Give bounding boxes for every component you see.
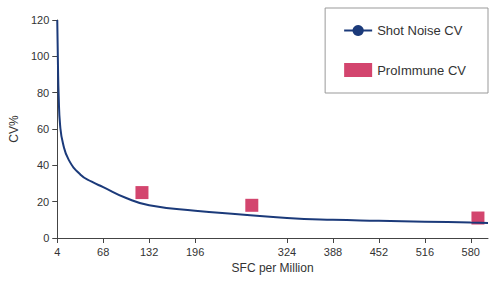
svg-text:Shot Noise CV: Shot Noise CV <box>377 23 463 38</box>
svg-text:452: 452 <box>370 246 388 258</box>
svg-text:120: 120 <box>31 14 49 26</box>
svg-text:196: 196 <box>186 246 204 258</box>
svg-text:580: 580 <box>462 246 480 258</box>
svg-text:60: 60 <box>37 123 49 135</box>
svg-text:0: 0 <box>43 232 49 244</box>
svg-text:388: 388 <box>324 246 342 258</box>
svg-text:132: 132 <box>140 246 158 258</box>
svg-text:ProImmune CV: ProImmune CV <box>377 63 466 78</box>
svg-text:324: 324 <box>278 246 296 258</box>
svg-text:4: 4 <box>54 246 60 258</box>
svg-text:80: 80 <box>37 87 49 99</box>
svg-text:40: 40 <box>37 159 49 171</box>
svg-text:100: 100 <box>31 50 49 62</box>
svg-text:SFC per Million: SFC per Million <box>232 261 314 275</box>
svg-text:CV%: CV% <box>7 115 21 143</box>
svg-text:516: 516 <box>416 246 434 258</box>
svg-text:20: 20 <box>37 196 49 208</box>
svg-text:68: 68 <box>97 246 109 258</box>
